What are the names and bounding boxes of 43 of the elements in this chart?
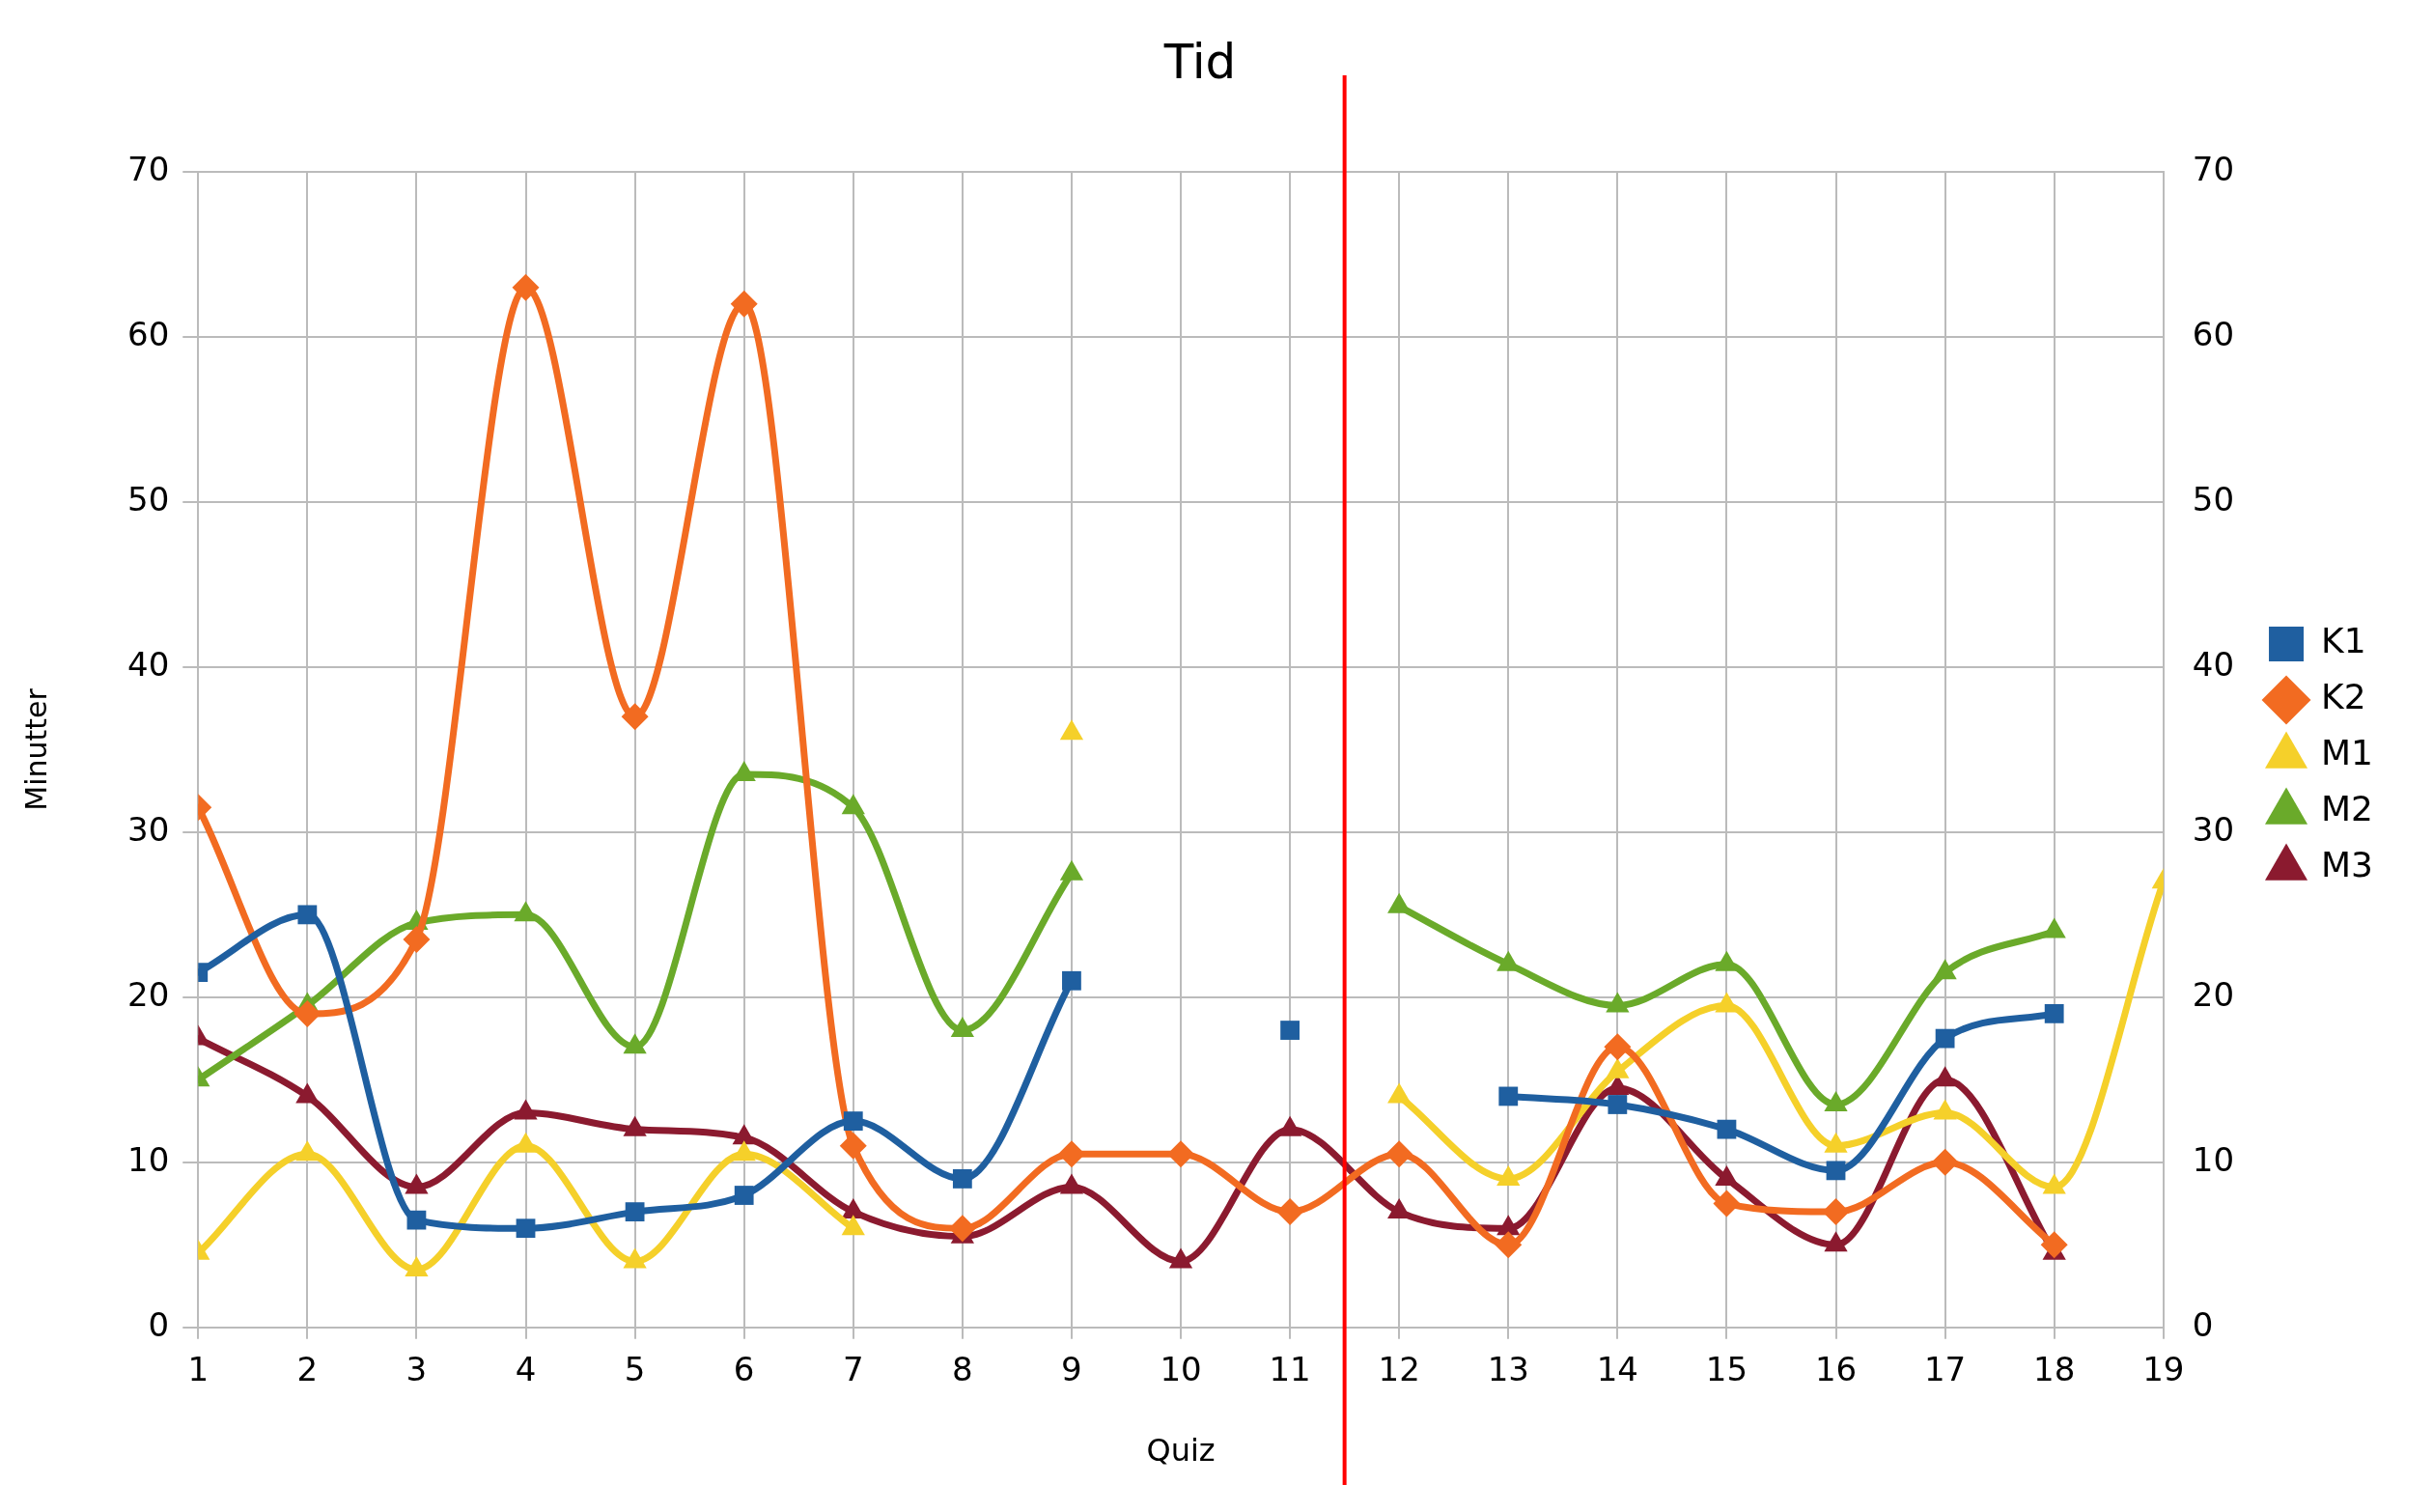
y-tick-label: 10 — [127, 1139, 170, 1179]
y-tick-label: 30 — [127, 809, 170, 849]
x-tick-label: 8 — [952, 1350, 973, 1389]
x-axis-title: Quiz — [1146, 1432, 1216, 1470]
y-tick-label: 70 — [127, 149, 170, 188]
x-tick-label: 12 — [1378, 1350, 1420, 1389]
y2-tick-label: 30 — [2192, 809, 2235, 849]
legend-label: K1 — [2321, 621, 2366, 661]
legend-label: K2 — [2321, 677, 2366, 717]
chart-title: Tid — [1162, 33, 1237, 90]
legend-label: M2 — [2321, 789, 2373, 829]
legend-label: M1 — [2321, 733, 2373, 773]
y2-tick-label: 50 — [2192, 479, 2235, 518]
y2-tick-label: 10 — [2192, 1139, 2235, 1179]
legend-label: M3 — [2321, 845, 2373, 885]
x-tick-label: 11 — [1269, 1350, 1311, 1389]
y2-tick-label: 70 — [2192, 149, 2235, 188]
x-tick-label: 4 — [515, 1350, 537, 1389]
x-tick-label: 15 — [1705, 1350, 1748, 1389]
x-tick-label: 13 — [1487, 1350, 1529, 1389]
y-tick-label: 50 — [127, 479, 170, 518]
x-tick-label: 3 — [406, 1350, 428, 1389]
x-tick-label: 2 — [296, 1350, 319, 1389]
y-axis-title: Minutter — [18, 687, 53, 811]
x-tick-label: 7 — [842, 1350, 864, 1389]
y-tick-label: 0 — [148, 1304, 170, 1344]
x-tick-label: 10 — [1160, 1350, 1202, 1389]
x-tick-label: 18 — [2033, 1350, 2076, 1389]
y2-tick-label: 60 — [2192, 314, 2235, 353]
x-tick-label: 14 — [1596, 1350, 1638, 1389]
x-tick-label: 19 — [2142, 1350, 2185, 1389]
x-tick-label: 17 — [1923, 1350, 1967, 1389]
x-tick-label: 1 — [187, 1350, 210, 1389]
y-tick-label: 60 — [127, 314, 170, 353]
y2-tick-label: 20 — [2192, 974, 2235, 1014]
x-tick-label: 9 — [1061, 1350, 1082, 1389]
x-tick-label: 16 — [1814, 1350, 1858, 1389]
y-tick-label: 40 — [127, 644, 170, 684]
x-tick-label: 5 — [624, 1350, 646, 1389]
y-tick-label: 20 — [127, 974, 170, 1014]
x-tick-label: 6 — [733, 1350, 755, 1389]
y2-tick-label: 40 — [2192, 644, 2235, 684]
y2-tick-label: 0 — [2192, 1304, 2214, 1344]
